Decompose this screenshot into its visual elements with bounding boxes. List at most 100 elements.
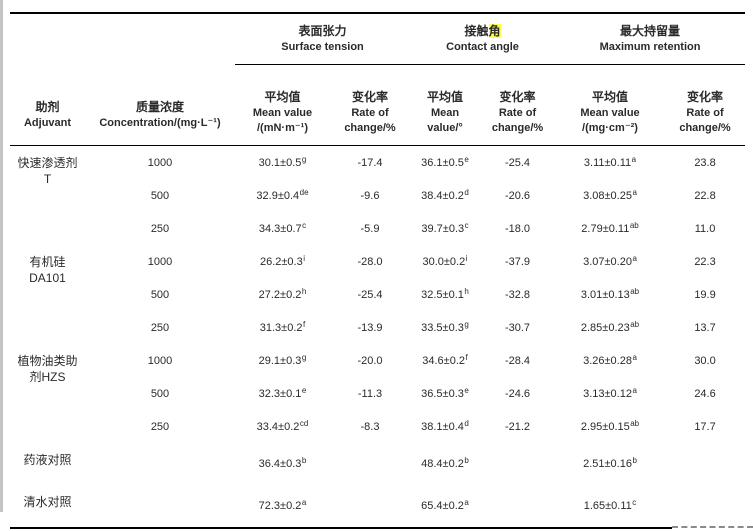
retention-mean-cell: 2.51±0.16b <box>555 443 665 485</box>
table-row: 快速渗透剂 T 1000 30.1±0.5g -17.4 36.1±0.5e -25.4 3.… <box>10 146 745 187</box>
sub-header-en2: value/° <box>427 122 463 134</box>
table-row: 500 32.9±0.4de -9.6 38.4±0.2d -20.6 3.08±0.25… <box>10 179 745 212</box>
concentration-cell: 1000 <box>85 344 235 377</box>
value-text: 36.1±0.5 <box>421 156 464 169</box>
adjuvant-label-line: 有机硅 <box>29 255 66 269</box>
value-text: -24.6 <box>504 387 531 400</box>
concentration-cell: 1000 <box>85 146 235 180</box>
value-text: 38.4±0.2 <box>421 189 464 202</box>
value-text: 13.7 <box>694 321 716 334</box>
value-text: 3.08±0.25 <box>583 189 632 202</box>
col-header-adjuvant-en: Adjuvant <box>23 117 72 129</box>
value-text: 26.2±0.3 <box>259 255 303 268</box>
contact-angle-mean-cell: 48.4±0.2b <box>410 443 480 485</box>
retention-rate-cell: 22.3 <box>665 245 745 278</box>
significance-letter: e <box>464 154 469 164</box>
value-text: 3.11±0.11 <box>583 156 632 169</box>
contact-angle-rate-cell: -32.8 <box>480 278 555 311</box>
significance-letter: c <box>302 220 307 230</box>
surface-tension-rate-cell: -25.4 <box>330 278 410 311</box>
group-max-retention-zh: 最大持留量 <box>620 24 681 38</box>
col-header-concentration-en: Concentration/(mg·L⁻¹) <box>99 117 221 129</box>
sub-header-en1: Mean value <box>252 107 313 119</box>
surface-tension-mean-cell: 36.4±0.3b <box>235 443 330 485</box>
concentration-cell: 250 <box>85 410 235 443</box>
retention-mean-cell: 3.01±0.13ab <box>555 278 665 311</box>
significance-letter: e <box>464 385 469 395</box>
contact-angle-mean-cell: 34.6±0.2f <box>410 344 480 377</box>
value-text: -8.3 <box>360 420 380 433</box>
adjuvant-cell: 有机硅 DA101 <box>10 245 85 344</box>
significance-letter: b <box>464 456 469 465</box>
significance-letter: i <box>303 253 306 263</box>
significance-letter: a <box>631 154 637 164</box>
sub-header-en1: Mean <box>430 107 460 119</box>
significance-letter: f <box>303 319 306 329</box>
significance-letter: a <box>301 498 307 507</box>
retention-rate-cell: 24.6 <box>665 377 745 410</box>
group-surface-tension-zh: 表面张力 <box>298 24 347 38</box>
significance-letter: a <box>632 352 637 362</box>
retention-mean-cell: 3.13±0.12a <box>555 377 665 410</box>
contact-angle-mean-cell: 36.5±0.3e <box>410 377 480 410</box>
contact-angle-rate-cell <box>480 485 555 528</box>
value-text: 17.7 <box>694 420 716 433</box>
value-text: 23.8 <box>694 156 716 169</box>
contact-angle-mean-cell: 38.1±0.4d <box>410 410 480 443</box>
group-header-surface-tension: 表面张力 Surface tension <box>235 13 410 65</box>
significance-letter: h <box>301 286 307 296</box>
sub-header-en2: change/% <box>344 122 396 134</box>
value-text: 3.07±0.20 <box>583 255 632 268</box>
table-row: 清水对照 72.3±0.2a 65.4±0.2a 1.65±0.11c <box>10 485 745 528</box>
retention-mean-cell: 2.85±0.23ab <box>555 311 665 344</box>
retention-rate-cell <box>665 443 745 485</box>
sub-header-mr-rate: 变化率 Rate of change/% <box>665 64 746 146</box>
concentration-cell: 250 <box>85 212 235 245</box>
value-text: 250 <box>150 321 170 334</box>
adjuvant-label-line: 植物油类助 <box>17 354 78 368</box>
surface-tension-mean-cell: 32.3±0.1e <box>235 377 330 410</box>
surface-tension-rate-cell: -8.3 <box>330 410 410 443</box>
value-text: 38.1±0.4 <box>421 420 464 433</box>
group-header-contact-angle: 接触角 Contact angle <box>410 13 556 65</box>
col-header-concentration-zh: 质量浓度 <box>135 100 184 114</box>
retention-mean-cell: 1.65±0.11c <box>555 485 665 528</box>
sub-header-zh: 变化率 <box>499 90 536 104</box>
adjuvant-cell: 清水对照 <box>10 485 85 528</box>
sub-header-en2: change/% <box>491 122 544 134</box>
concentration-cell: 500 <box>85 179 235 212</box>
retention-rate-cell: 11.0 <box>665 212 745 245</box>
surface-tension-rate-cell <box>330 443 410 485</box>
value-text: 34.6±0.2 <box>422 354 465 367</box>
value-text: 48.4±0.2 <box>421 458 464 470</box>
value-text: 1.65±0.11 <box>583 500 632 512</box>
table-row: 250 31.3±0.2f -13.9 33.5±0.3g -30.7 2.85±0.23… <box>10 311 745 344</box>
adjuvant-effects-table: 助剂 Adjuvant 质量浓度 Concentration/(mg·L⁻¹) … <box>10 12 746 529</box>
retention-mean-cell: 3.26±0.28a <box>555 344 665 377</box>
sub-header-st-mean: 平均值 Mean value /(mN·m⁻¹) <box>235 64 330 146</box>
significance-letter: ab <box>630 418 640 428</box>
sub-header-en2: change/% <box>679 122 731 134</box>
significance-letter: c <box>464 220 469 230</box>
contact-angle-rate-cell: -24.6 <box>480 377 555 410</box>
value-text: 500 <box>150 288 170 301</box>
significance-letter: i <box>465 253 468 263</box>
group-header-row: 助剂 Adjuvant 质量浓度 Concentration/(mg·L⁻¹) … <box>10 13 746 146</box>
contact-angle-rate-cell <box>480 443 555 485</box>
retention-mean-cell: 3.11±0.11a <box>555 146 665 180</box>
value-text: 30.0±0.2 <box>422 255 466 268</box>
sub-header-en1: Rate of <box>351 107 389 119</box>
value-text: 1000 <box>147 354 173 367</box>
contact-angle-rate-cell: -18.0 <box>480 212 555 245</box>
contact-angle-zh-prefix: 接触 <box>464 24 489 38</box>
concentration-cell <box>85 443 235 485</box>
value-text: -9.6 <box>360 189 380 202</box>
value-text: 30.0 <box>694 354 716 367</box>
sub-header-st-rate: 变化率 Rate of change/% <box>330 64 410 146</box>
retention-rate-cell: 19.9 <box>665 278 745 311</box>
value-text: 250 <box>150 420 170 433</box>
contact-angle-mean-cell: 36.1±0.5e <box>410 146 480 180</box>
significance-letter: b <box>632 456 637 465</box>
sub-header-en2: /(mg·cm⁻²) <box>582 122 638 134</box>
significance-letter: a <box>632 187 637 197</box>
